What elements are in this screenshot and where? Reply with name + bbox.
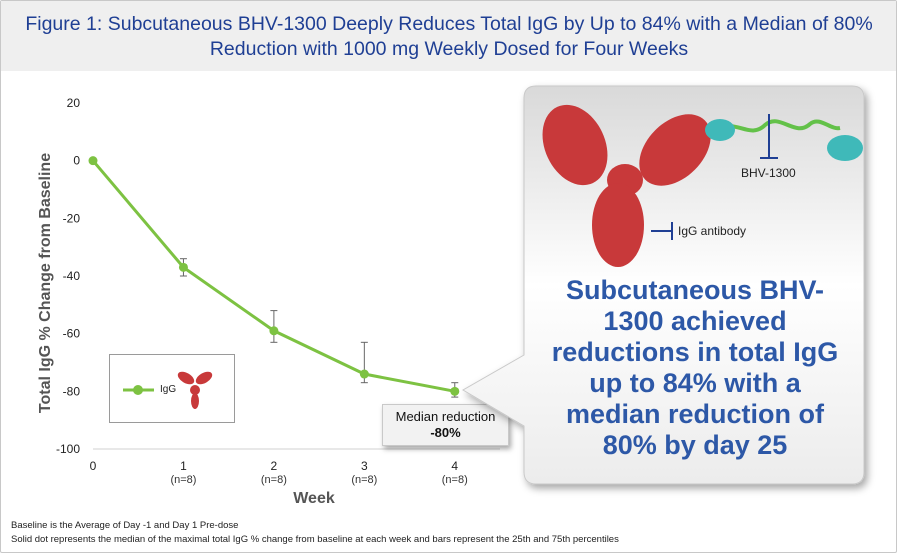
median-reduction-label: Median reduction (395, 409, 496, 424)
legend: IgG (109, 354, 235, 423)
y-tick-label: -80 (63, 384, 81, 398)
footnote-dot-description: Solid dot represents the median of the m… (11, 534, 619, 545)
legend-label: IgG (160, 384, 177, 395)
y-tick-label: -40 (63, 269, 81, 283)
median-reduction-value: -80% (430, 425, 461, 440)
x-tick-n-label: (n=8) (351, 474, 377, 486)
igg-antibody-icon (542, 104, 711, 267)
y-axis-label: Total IgG % Change from Baseline (37, 153, 54, 413)
bhv-1300-label: BHV-1300 (741, 166, 796, 180)
x-tick-n-label: (n=8) (261, 474, 287, 486)
median-reduction-annotation: Median reduction -80% (382, 404, 509, 446)
data-point (269, 326, 279, 336)
figure-title: Figure 1: Subcutaneous BHV-1300 Deeply R… (25, 13, 873, 60)
y-tick-label: 20 (67, 96, 81, 110)
y-tick-label: 0 (73, 154, 80, 168)
callout-text: Subcutaneous BHV-1300 achieved reduction… (551, 275, 839, 460)
callout-bubble (462, 85, 865, 485)
legend-marker-swatch (133, 385, 143, 395)
x-tick-n-label: (n=8) (442, 474, 468, 486)
y-tick-label: -20 (63, 211, 81, 225)
x-tick-label: 3 (361, 459, 368, 473)
legend-antibody-icon (177, 371, 213, 409)
title-band (1, 1, 896, 71)
igg-antibody-label: IgG antibody (678, 224, 747, 238)
data-point (88, 156, 98, 166)
y-tick-label: -60 (63, 327, 81, 341)
x-tick-label: 1 (180, 459, 187, 473)
x-tick-label: 4 (451, 459, 458, 473)
data-point (178, 262, 188, 272)
molecule-label-brackets (651, 114, 778, 240)
x-axis-label: Week (293, 490, 335, 507)
x-tick-label: 0 (90, 459, 97, 473)
x-tick-label: 2 (271, 459, 278, 473)
y-tick-label: -100 (56, 442, 80, 456)
data-point (450, 386, 460, 396)
footnote-baseline: Baseline is the Average of Day -1 and Da… (11, 520, 239, 531)
data-point (359, 369, 369, 379)
bhv-1300-molecule-icon (705, 119, 863, 161)
x-tick-n-label: (n=8) (170, 474, 196, 486)
